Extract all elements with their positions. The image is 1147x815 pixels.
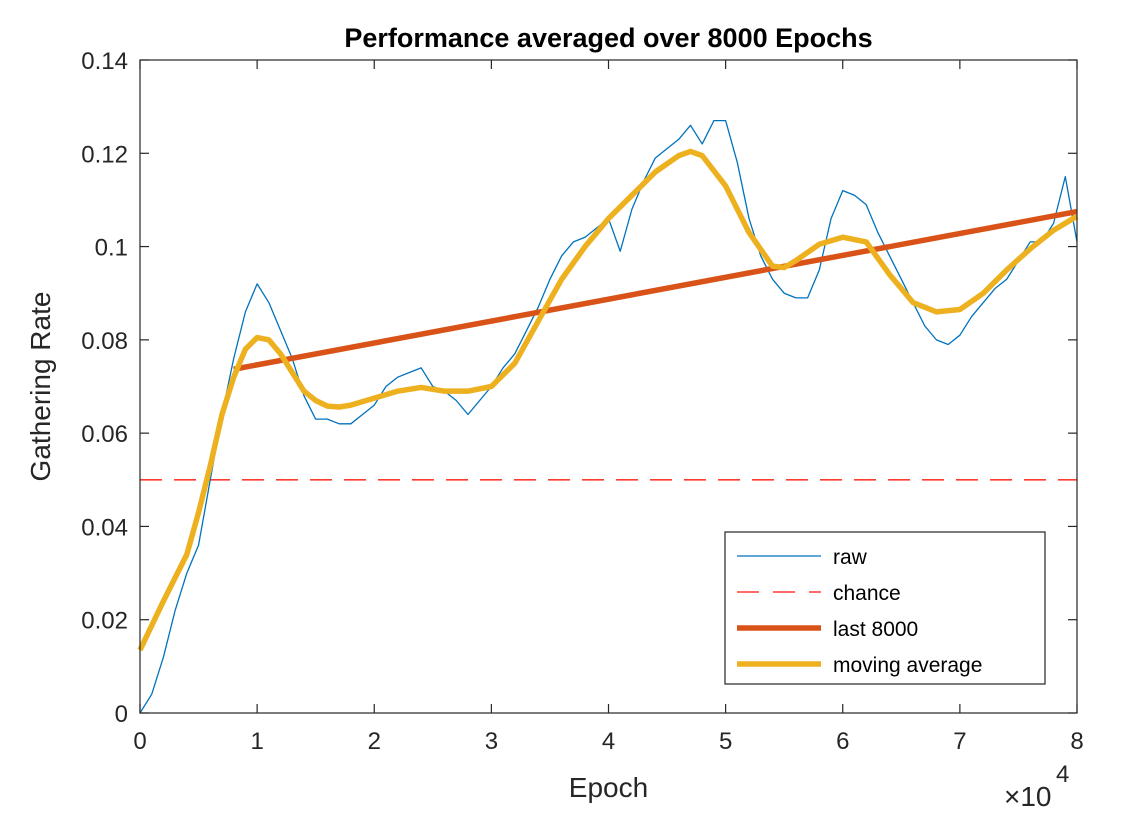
x-tick-label: 6 <box>836 728 849 755</box>
x-tick-label: 1 <box>250 728 263 755</box>
x-axis-exponent: ×10 4 <box>1004 761 1069 812</box>
y-tick-label: 0.12 <box>81 141 128 168</box>
x-axis-exponent-base: ×10 <box>1004 781 1052 810</box>
y-axis-label: Gathering Rate <box>25 292 56 482</box>
x-tick-label: 3 <box>485 728 498 755</box>
y-tick-label: 0.06 <box>81 421 128 448</box>
y-tick-label: 0 <box>115 701 128 728</box>
legend: raw chance last 8000 moving average <box>724 531 1046 685</box>
series-line-last-8000 <box>233 208 1078 372</box>
x-axis-label: Epoch <box>569 772 648 803</box>
series-line-moving-average <box>137 148 1079 652</box>
legend-label: moving average <box>833 654 982 677</box>
y-tick-label: 0.08 <box>81 328 128 355</box>
y-tick-label: 0.14 <box>81 48 128 75</box>
x-tick-label: 0 <box>133 728 146 755</box>
x-axis-exponent-power: 4 <box>1056 761 1069 788</box>
chart-title: Performance averaged over 8000 Epochs <box>344 23 872 53</box>
ticks-layer: 0 1 2 3 4 5 6 7 8 0 0.02 0.04 0.06 0.08 0.1 0.12 0.14 <box>81 48 1083 755</box>
legend-label: chance <box>833 582 901 605</box>
legend-label: last 8000 <box>833 618 918 641</box>
y-tick-label: 0.02 <box>81 608 128 635</box>
series-layer <box>137 119 1079 714</box>
x-tick-label: 7 <box>953 728 966 755</box>
y-tick-label: 0.1 <box>95 235 128 262</box>
x-tick-label: 8 <box>1070 728 1083 755</box>
legend-label: raw <box>833 546 868 569</box>
plot-frame <box>139 59 1078 714</box>
y-tick-label: 0.04 <box>81 514 128 541</box>
x-tick-label: 2 <box>368 728 381 755</box>
x-tick-label: 5 <box>719 728 732 755</box>
legend-box <box>724 531 1046 685</box>
x-tick-label: 4 <box>602 728 615 755</box>
